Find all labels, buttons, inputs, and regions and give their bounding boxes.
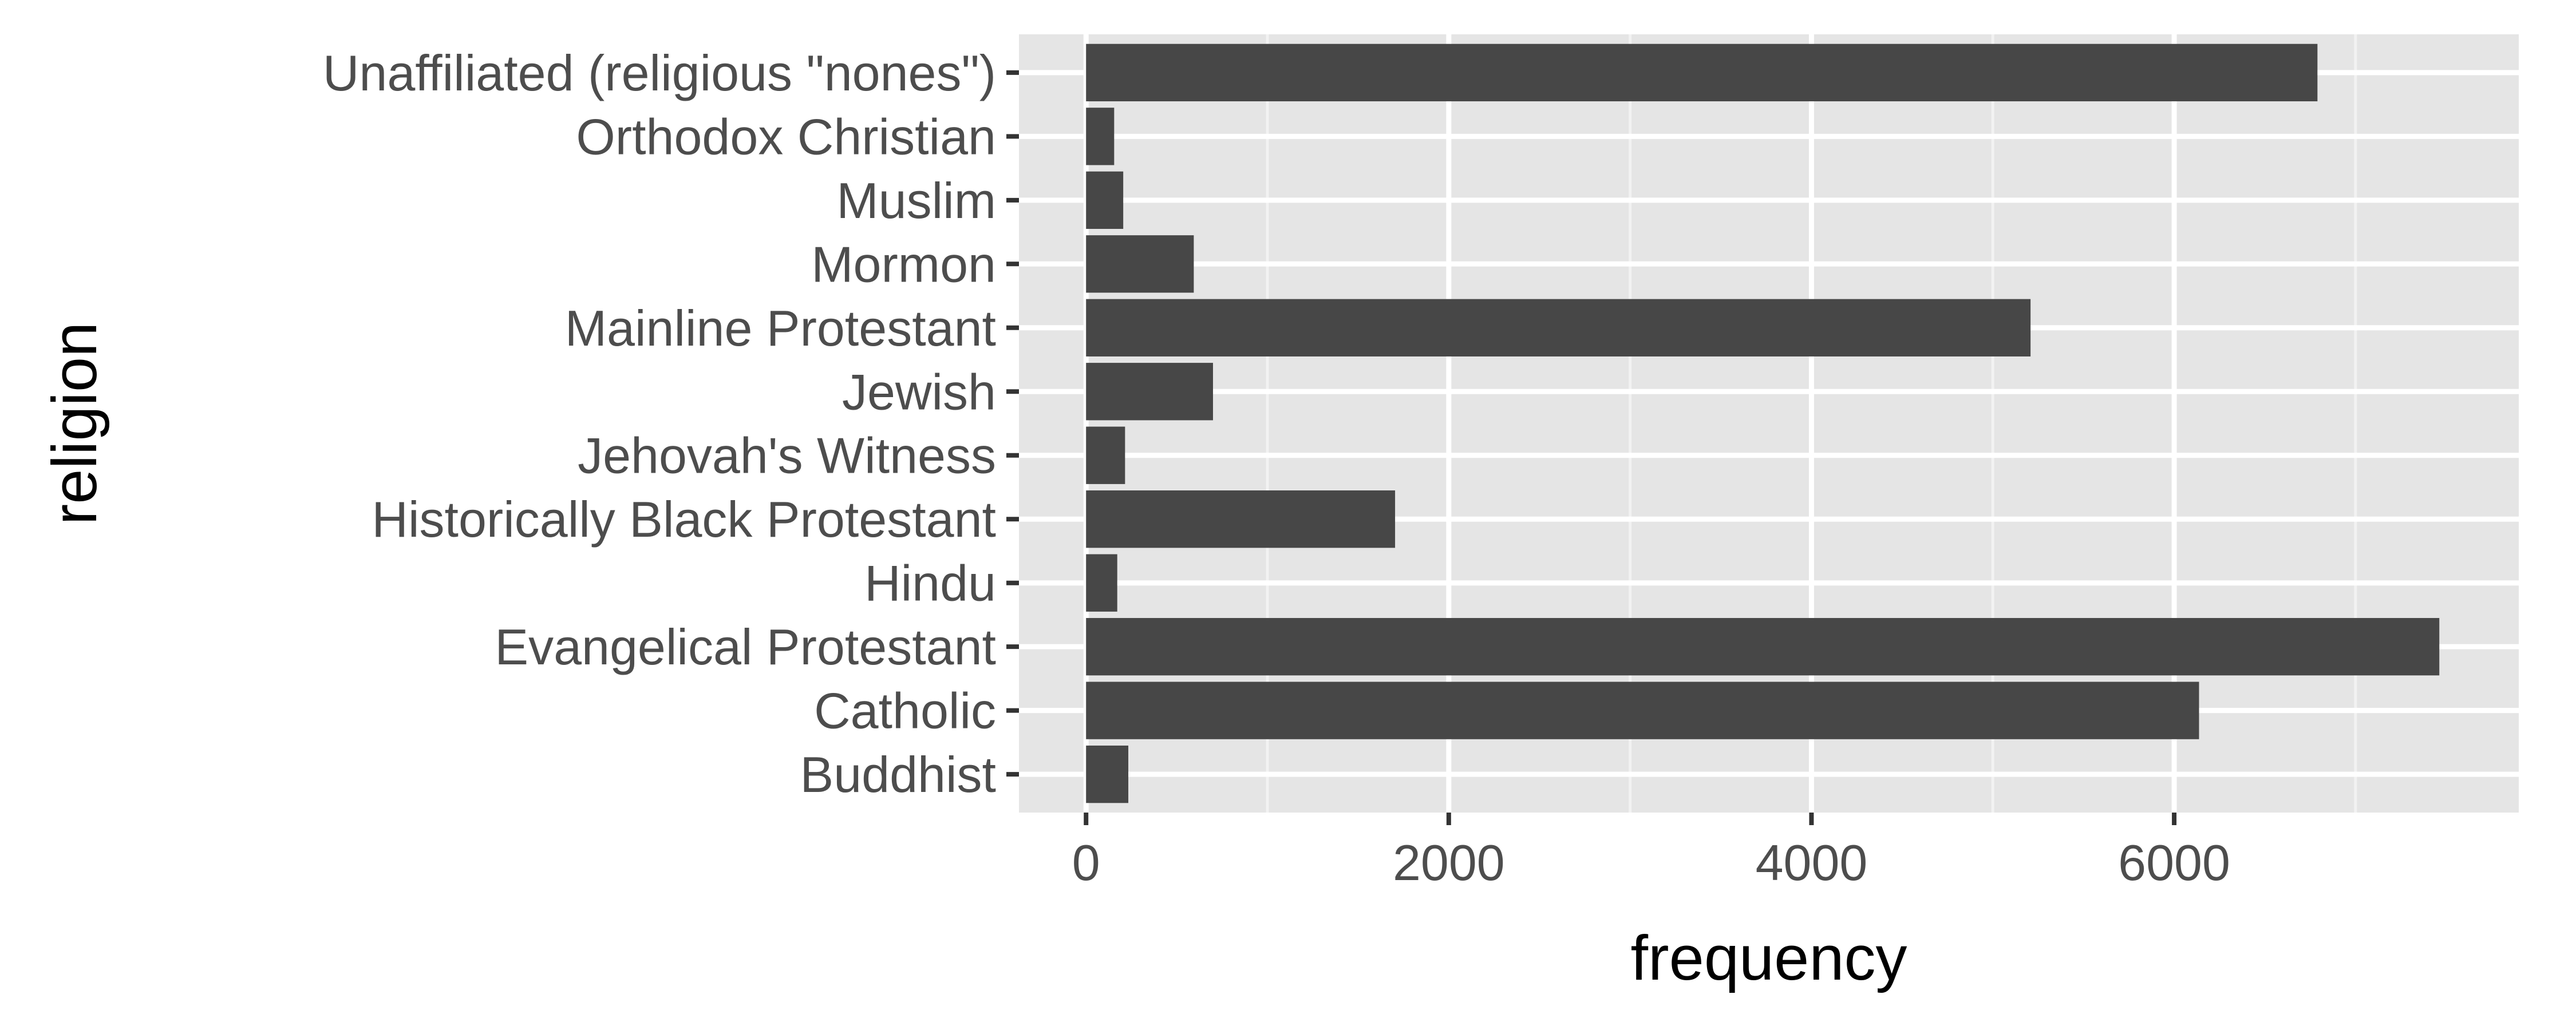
x-axis-title: frequency [1630, 923, 1907, 993]
y-axis-title: religion [39, 322, 110, 525]
x-tick-label: 0 [1072, 834, 1100, 891]
bar [1086, 299, 2031, 356]
bar [1086, 108, 1115, 165]
y-tick-label: Unaffiliated (religious "nones") [323, 45, 996, 101]
y-axis: Buddhist Catholic Evangelical Protestant Hi… [323, 45, 1019, 803]
bar [1086, 682, 2199, 739]
x-axis: 0 2000 4000 6000 [1072, 813, 2230, 891]
y-tick-label: Catholic [814, 683, 996, 739]
y-tick-label: Historically Black Protestant [372, 491, 996, 548]
bar [1086, 554, 1117, 612]
y-tick-label: Buddhist [800, 746, 996, 803]
bar [1086, 171, 1124, 229]
bar [1086, 618, 2440, 676]
y-tick-label: Mainline Protestant [565, 300, 996, 356]
y-tick-label: Orthodox Christian [576, 108, 996, 165]
y-tick-label: Mormon [811, 236, 996, 292]
bar [1086, 363, 1213, 421]
y-tick-label: Hindu [864, 555, 996, 612]
bar [1086, 745, 1129, 803]
bars-layer [1086, 43, 2440, 803]
x-tick-label: 6000 [2118, 834, 2230, 891]
bar [1086, 426, 1125, 484]
bar [1086, 43, 2318, 102]
x-tick-label: 4000 [1756, 834, 1868, 891]
bar [1086, 235, 1194, 293]
y-tick-label: Jewish [842, 363, 996, 420]
bar [1086, 490, 1396, 548]
y-tick-label: Muslim [836, 172, 996, 229]
y-tick-label: Evangelical Protestant [495, 619, 996, 675]
y-tick-label: Jehovah's Witness [578, 427, 996, 484]
x-tick-label: 2000 [1393, 834, 1505, 891]
